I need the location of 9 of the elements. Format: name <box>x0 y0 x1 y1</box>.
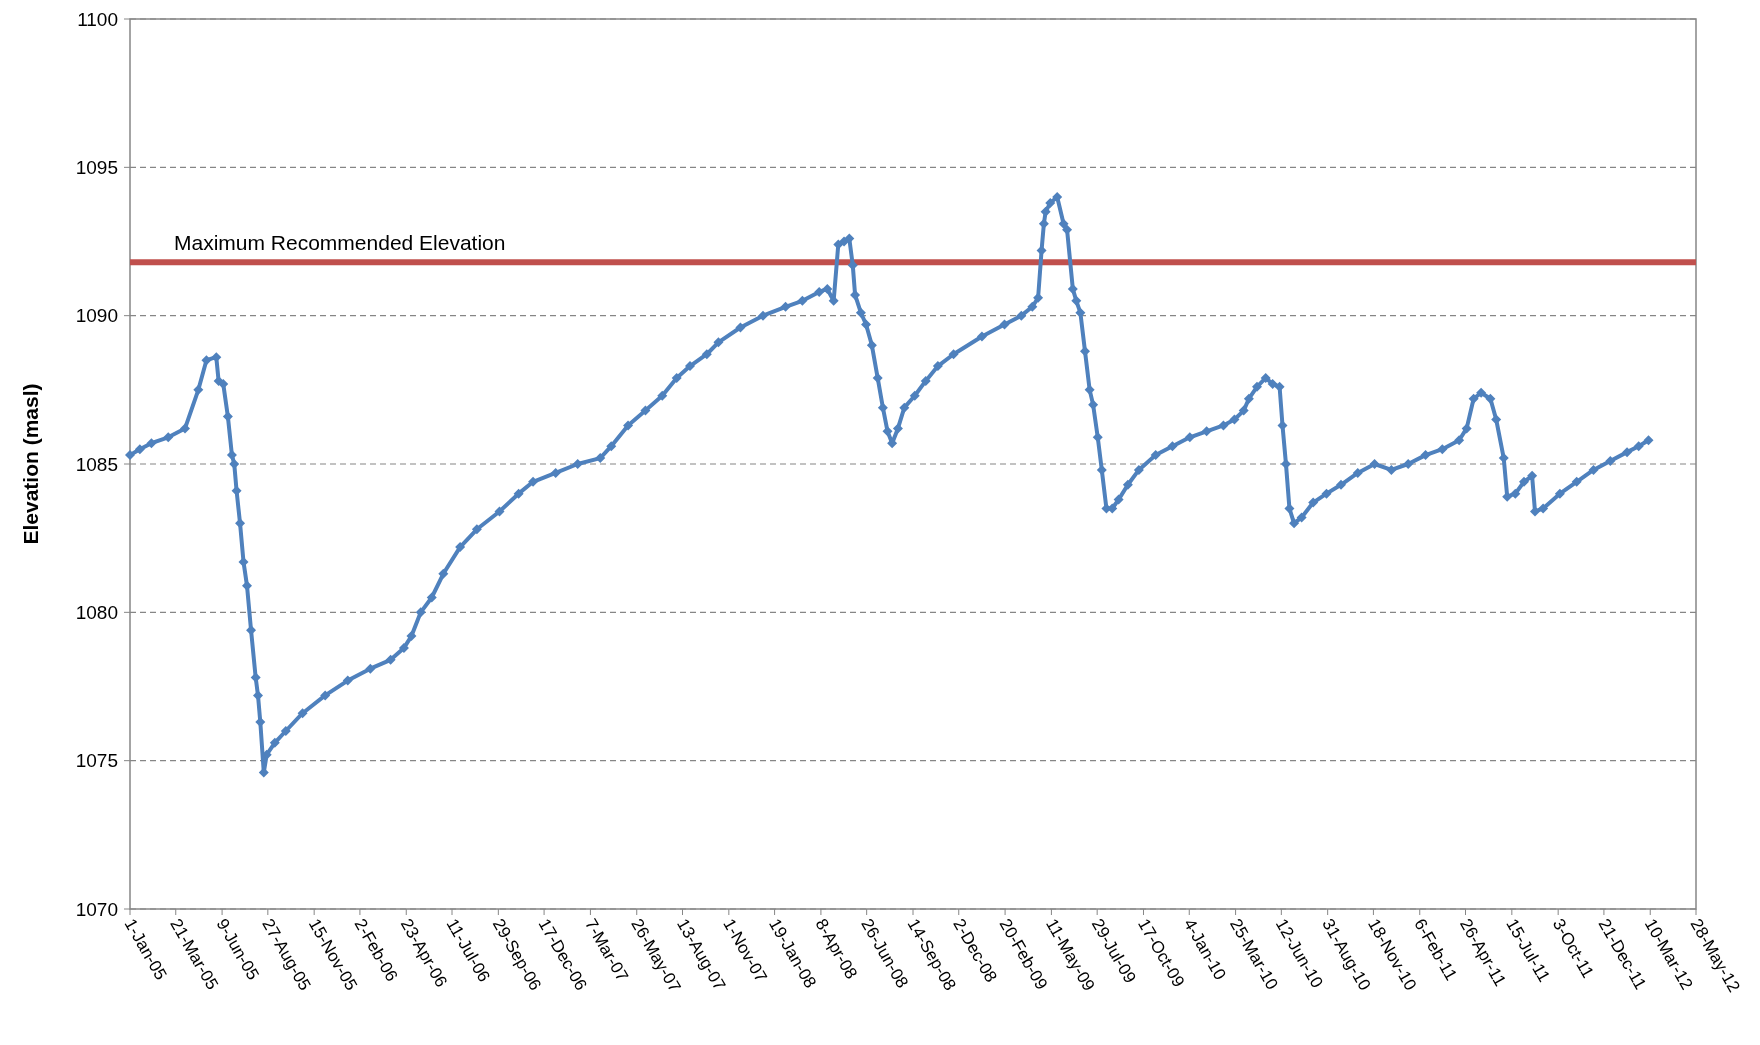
y-tick-label: 1080 <box>75 601 118 623</box>
y-tick-label: 1085 <box>75 453 118 475</box>
y-tick-label: 1095 <box>75 156 118 178</box>
y-tick-label: 1070 <box>75 898 118 920</box>
y-tick-label: 1090 <box>75 305 118 327</box>
y-tick-label: 1100 <box>77 8 118 30</box>
y-axis-title: Elevation (masl) <box>19 383 42 545</box>
y-tick-label: 1075 <box>75 750 118 772</box>
ref-line-label: Maximum Recommended Elevation <box>174 231 506 255</box>
